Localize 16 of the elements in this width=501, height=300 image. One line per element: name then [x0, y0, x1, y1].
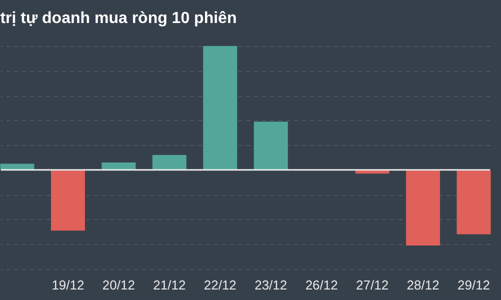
bar — [254, 122, 288, 170]
chart-title: trị tự doanh mua ròng 10 phiên — [0, 10, 237, 27]
bar — [203, 46, 238, 170]
x-tick-label: 26/12 — [305, 278, 338, 292]
x-tick-label: 19/12 — [52, 278, 84, 292]
bar — [50, 170, 85, 231]
x-tick-label: 21/12 — [153, 278, 186, 292]
x-tick-label: 29/12 — [457, 278, 490, 292]
bar — [456, 170, 491, 234]
x-tick-label: 28/12 — [406, 278, 440, 292]
x-tick-label: 20/12 — [102, 278, 135, 292]
bar — [152, 155, 186, 170]
x-tick-label: 23/12 — [254, 278, 288, 292]
x-tick-label: 22/12 — [204, 278, 236, 292]
bar — [406, 170, 440, 246]
x-tick-label: 27/12 — [356, 278, 389, 292]
